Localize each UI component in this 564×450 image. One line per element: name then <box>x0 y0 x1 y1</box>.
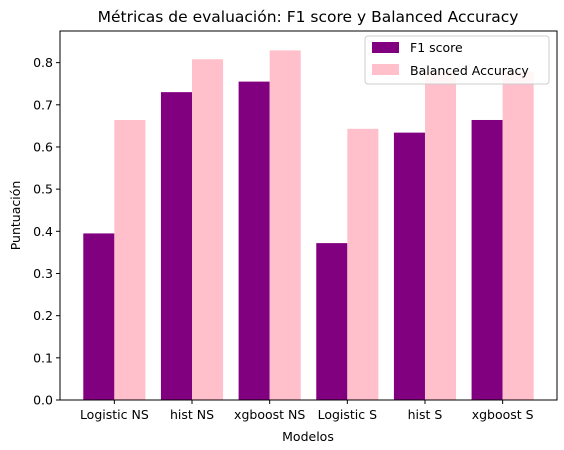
bar-f1-score-xgboost-ns <box>238 81 270 401</box>
legend-label-f1-score: F1 score <box>410 40 463 55</box>
bar-f1-score-hist-ns <box>160 92 193 401</box>
legend-box <box>364 35 550 85</box>
bar-balanced-accuracy-logistic-ns <box>114 119 146 400</box>
legend: F1 score Balanced Accuracy <box>364 35 550 85</box>
legend-label-balanced-accuracy: Balanced Accuracy <box>410 63 529 78</box>
y-tick-label: 0.6 <box>33 139 53 154</box>
bar-f1-score-hist-s <box>393 132 425 400</box>
legend-swatch-balanced-accuracy <box>372 64 399 75</box>
y-tick-label: 0.0 <box>33 393 53 408</box>
x-tick-label-hist-ns: hist NS <box>170 407 214 422</box>
bar-balanced-accuracy-xgboost-s <box>502 71 534 400</box>
x-axis-label: Modelos <box>282 429 334 444</box>
legend-swatch-f1-score <box>372 42 399 53</box>
bar-f1-score-xgboost-s <box>471 119 503 400</box>
x-tick-label-logistic-ns: Logistic NS <box>80 407 149 422</box>
y-tick-label: 0.4 <box>33 224 53 239</box>
y-tick-label: 0.3 <box>33 266 53 281</box>
x-tick-label-hist-s: hist S <box>408 407 443 422</box>
x-tick-label-xgboost-ns: xgboost NS <box>234 407 305 422</box>
x-tick-label-logistic-s: Logistic S <box>318 407 378 422</box>
y-tick-label: 0.7 <box>33 97 53 112</box>
bar-balanced-accuracy-hist-ns <box>192 59 224 400</box>
x-axis: Logistic NS hist NS xgboost NS Logistic S hi… <box>80 400 534 422</box>
bar-balanced-accuracy-logistic-s <box>347 128 379 400</box>
bar-f1-score-logistic-ns <box>83 233 115 400</box>
x-tick-label-xgboost-s: xgboost S <box>472 407 534 422</box>
bar-f1-score-logistic-s <box>316 243 348 400</box>
plot-frame <box>59 30 558 401</box>
chart-title: Métricas de evaluación: F1 score y Balan… <box>98 8 519 26</box>
bars-layer <box>83 50 534 401</box>
y-tick-label: 0.5 <box>33 182 53 197</box>
bar-balanced-accuracy-xgboost-ns <box>269 50 301 401</box>
y-axis: 0.0 0.1 0.2 0.3 0.4 0.5 0.6 0.7 0.8 <box>33 55 60 408</box>
y-tick-label: 0.2 <box>33 308 53 323</box>
y-axis-label: Puntuación <box>8 181 23 251</box>
bar-balanced-accuracy-hist-s <box>424 71 457 400</box>
y-tick-label: 0.1 <box>33 350 53 365</box>
y-tick-label: 0.8 <box>33 55 53 70</box>
